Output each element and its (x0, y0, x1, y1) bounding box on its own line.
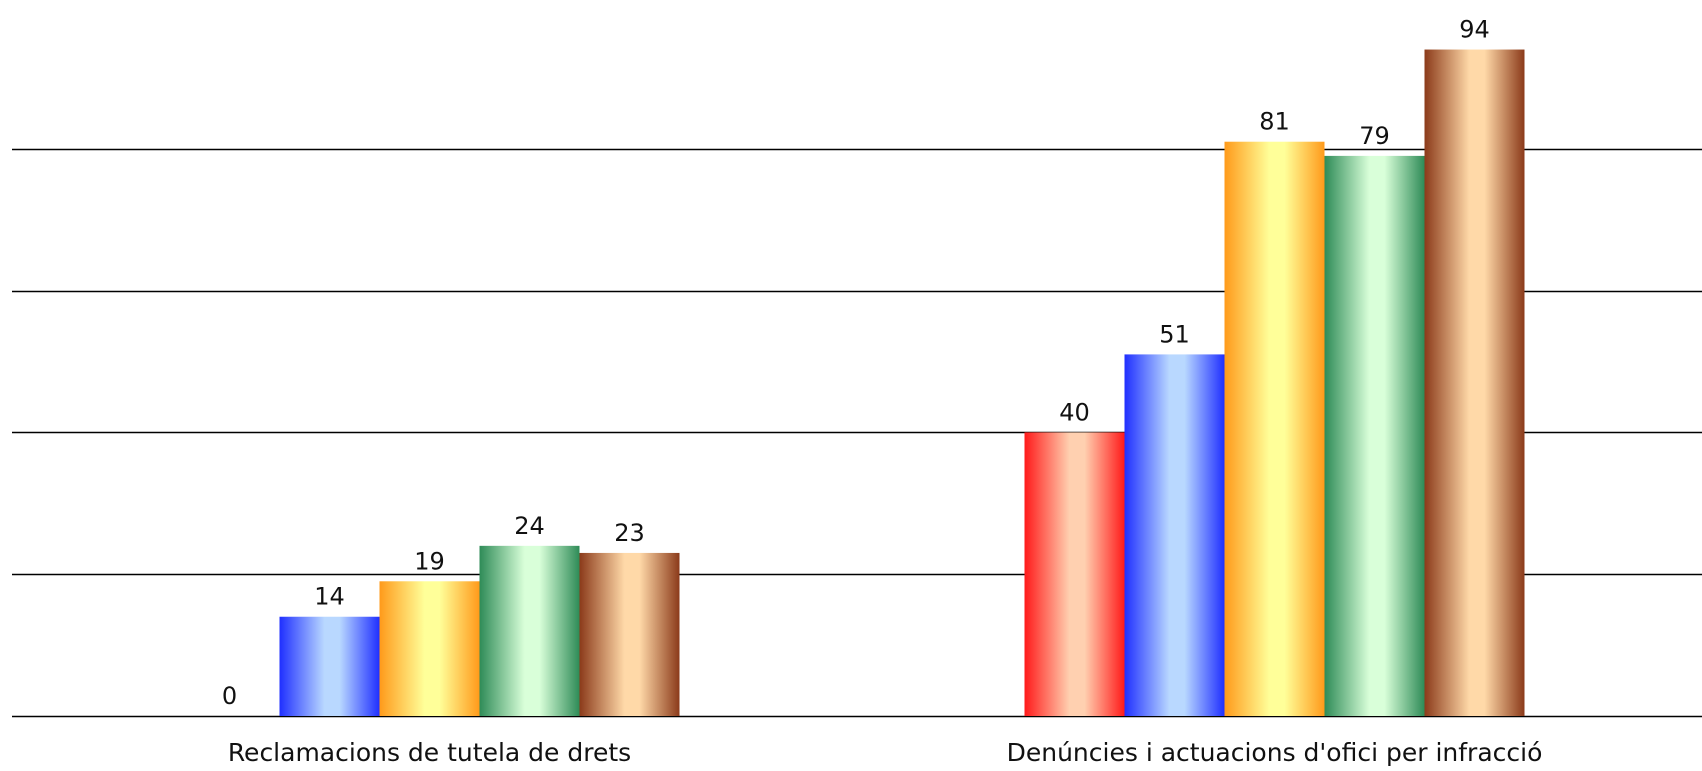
bar (279, 616, 380, 716)
data-label: 79 (1359, 122, 1390, 150)
bar (1124, 354, 1225, 716)
category-label: Denúncies i actuacions d'ofici per infra… (1007, 738, 1543, 767)
data-label: 14 (314, 583, 345, 611)
data-label: 23 (614, 519, 645, 547)
bars (279, 49, 1525, 717)
data-label: 51 (1159, 320, 1190, 348)
bar (379, 581, 480, 716)
bar (1224, 141, 1325, 716)
bar (1024, 432, 1125, 716)
data-label: 0 (222, 682, 237, 710)
data-label: 94 (1459, 16, 1490, 44)
bar (1324, 155, 1425, 716)
data-labels: 0 14 19 24 23 40 51 81 79 94 (222, 16, 1490, 710)
category-label: Reclamacions de tutela de drets (228, 738, 631, 767)
bar (579, 552, 680, 716)
data-label: 19 (414, 547, 445, 575)
data-label: 81 (1259, 108, 1290, 136)
bar (479, 545, 580, 716)
bar (1424, 49, 1525, 717)
data-label: 24 (514, 512, 545, 540)
category-labels: Reclamacions de tutela de drets Denúncies… (228, 738, 1543, 767)
data-label: 40 (1059, 398, 1090, 426)
